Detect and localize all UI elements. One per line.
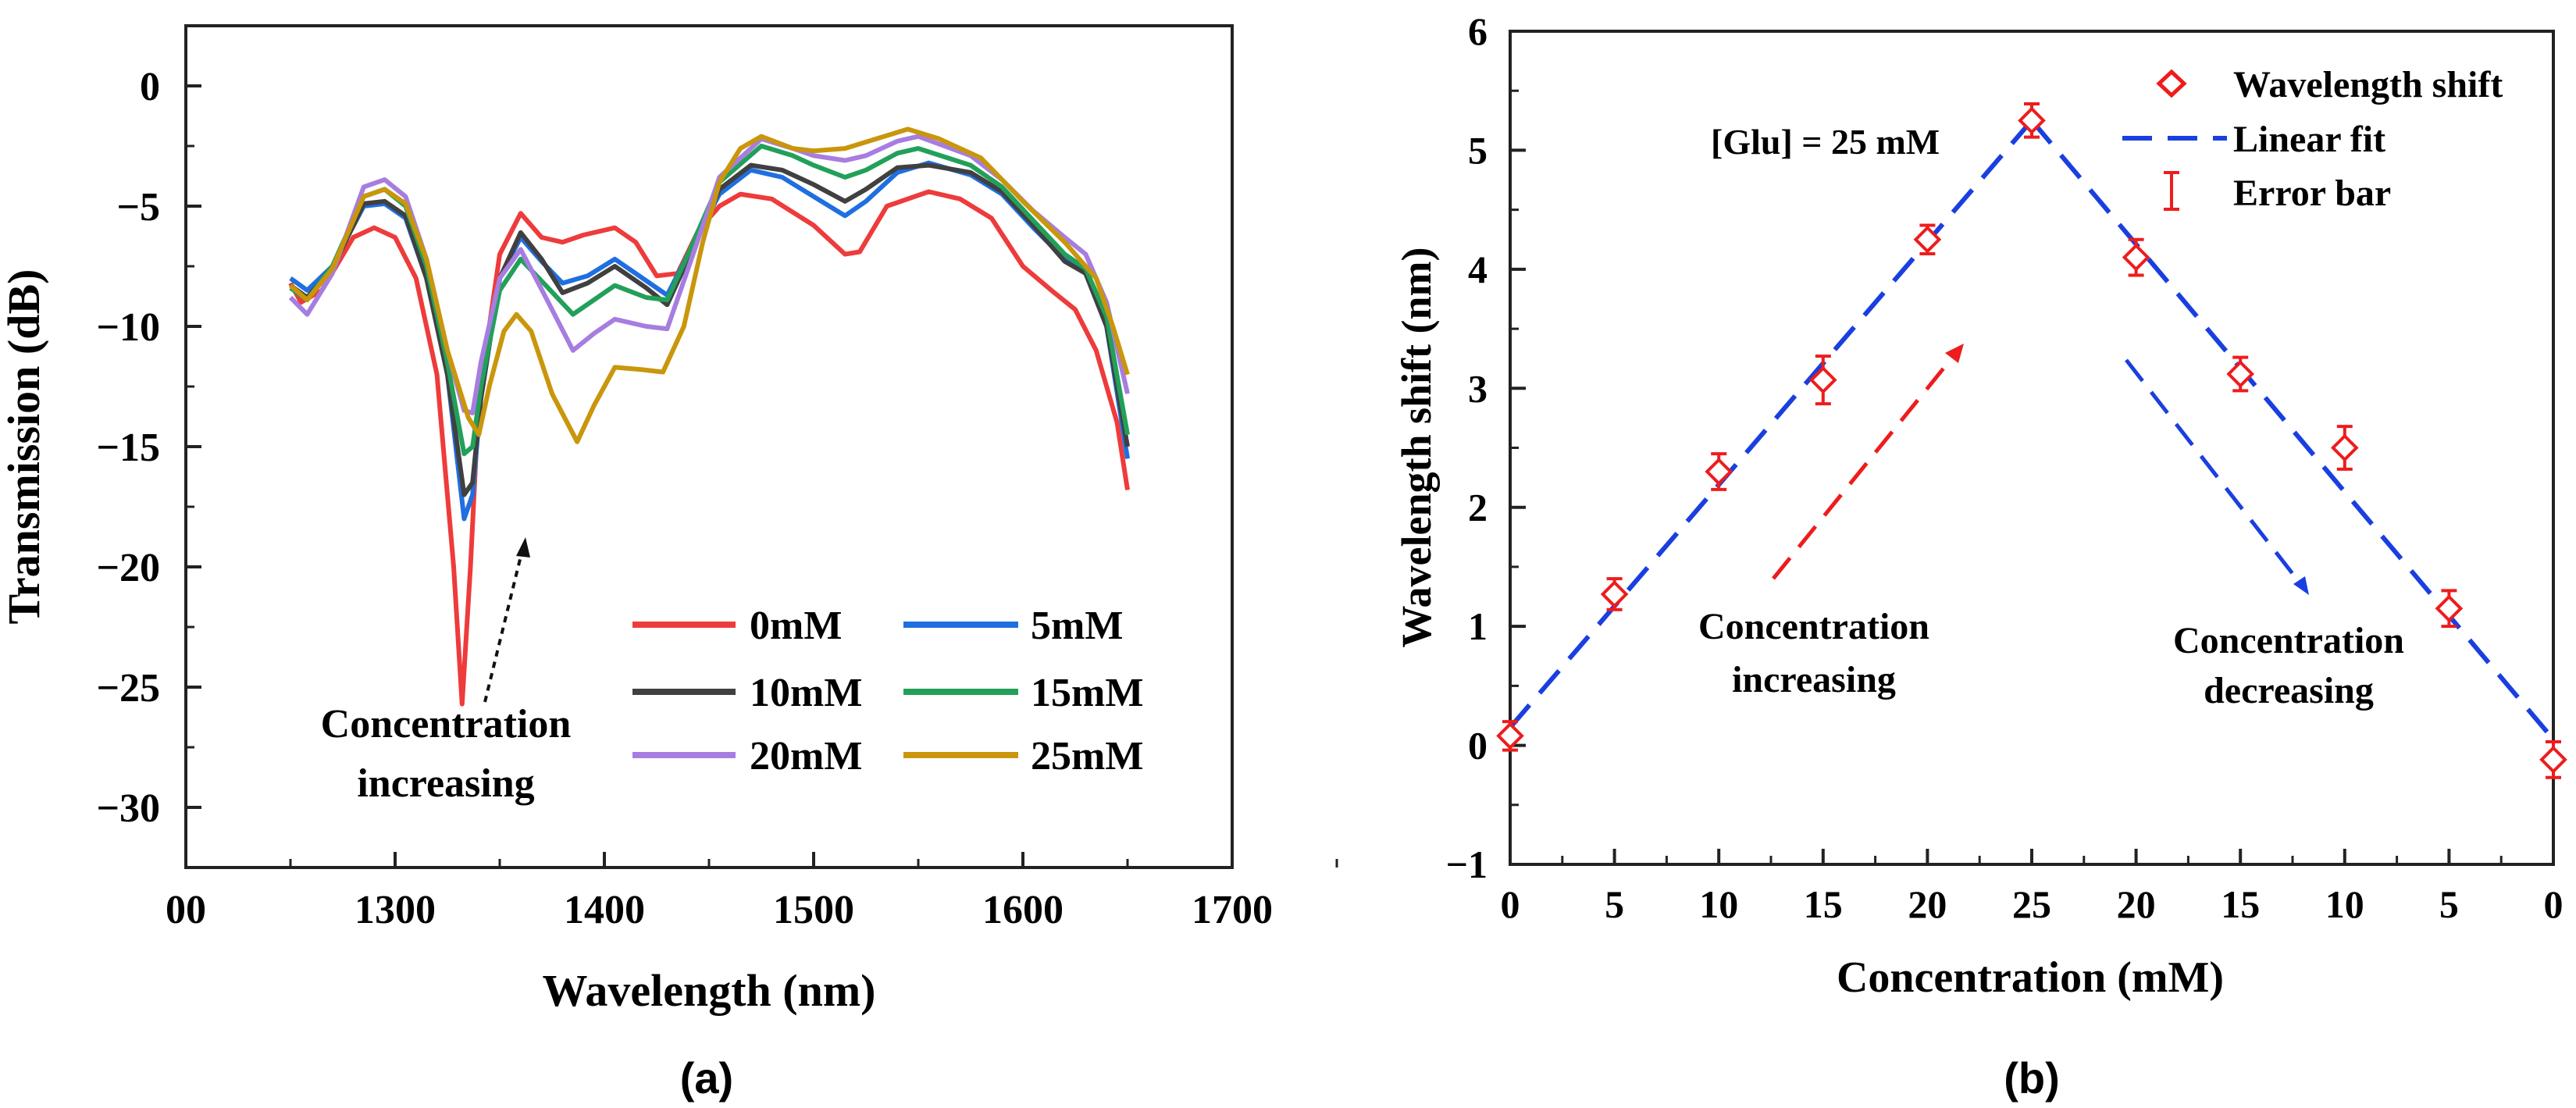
data-point	[2226, 355, 2255, 393]
annotation-arrow-a	[483, 546, 525, 703]
diamond-marker	[1705, 458, 1733, 486]
x-tick-label-b: 0	[2544, 882, 2564, 926]
x-axis-title-b: Concentration (mM)	[1837, 953, 2224, 1002]
diamond-marker	[2226, 360, 2255, 388]
y-tick-label-a: −5	[116, 185, 160, 230]
panel-label-a: (a)	[680, 1053, 733, 1103]
x-tick-label-b: 20	[2117, 882, 2156, 926]
data-point	[2435, 589, 2464, 629]
y-tick-label-b: 3	[1468, 366, 1488, 410]
y-tick-label-b: −1	[1446, 843, 1488, 886]
annotation-peak: [Glu] = 25 mM	[1711, 122, 1940, 162]
y-tick-label-a: −10	[96, 305, 160, 350]
y-tick-label-a: −15	[96, 426, 160, 470]
x-tick-label-a: 1700	[1192, 888, 1273, 932]
x-tick-label-b: 15	[1804, 882, 1843, 926]
diamond-marker	[1913, 225, 1942, 254]
data-point	[1808, 354, 1837, 406]
annotation-increasing-line2: increasing	[1732, 659, 1896, 700]
legend-label-0mM: 0mM	[750, 604, 842, 648]
series-group-a	[288, 126, 1130, 707]
legend-b: Wavelength shift Linear fit Error bar	[2122, 64, 2503, 214]
y-tick-label-a: −30	[96, 786, 160, 831]
legend-label-shift: Wavelength shift	[2233, 64, 2503, 105]
axis-ticks-b: 0 5 10 15 20 25 20 15 10 5 0 −1 0 1 2 3 4 5 6	[1446, 9, 2564, 926]
diamond-marker	[1496, 721, 1524, 750]
x-tick-label-b: 10	[1699, 882, 1738, 926]
data-point	[2018, 102, 2046, 139]
legend-marker-errorbar	[2164, 171, 2179, 211]
legend-label-error: Error bar	[2233, 173, 2391, 214]
panel-a: 00 1300 1400 1500 1600 1700 0 −5 −10 −15 −20 −25 −30…	[0, 24, 1338, 1103]
arrowhead-decreasing	[2293, 576, 2309, 595]
y-tick-label-a: −20	[96, 546, 160, 590]
annotation-decreasing-line1: Concentration	[2173, 620, 2404, 661]
diamond-marker	[1808, 365, 1837, 394]
diamond-marker	[2018, 106, 2046, 135]
x-tick-label-b: 10	[2325, 882, 2364, 926]
legend-label-25mM: 25mM	[1031, 734, 1143, 778]
y-tick-label-a: 0	[140, 65, 160, 109]
y-axis-title-a: Transmission (dB)	[0, 269, 49, 625]
legend-label-fit: Linear fit	[2233, 119, 2385, 160]
y-tick-label-b: 5	[1468, 128, 1488, 172]
data-point	[2539, 739, 2567, 779]
x-tick-label-b: 25	[2012, 882, 2051, 926]
y-tick-label-b: 6	[1468, 9, 1488, 53]
data-points-b	[1496, 102, 2567, 779]
x-tick-label-b: 5	[2439, 882, 2459, 926]
y-tick-label-b: 1	[1468, 604, 1488, 648]
legend-a: 0mM 5mM 10mM 15mM 20mM 25mM	[632, 604, 1143, 778]
series-line-25mM	[289, 126, 1130, 444]
y-tick-label-b: 0	[1468, 724, 1488, 768]
x-tick-label-a: 1600	[982, 888, 1064, 932]
arrowhead-increasing	[1945, 344, 1964, 363]
series-line-10mM	[289, 162, 1130, 497]
diamond-marker	[2435, 594, 2464, 623]
arrow-decreasing	[2125, 358, 2303, 587]
legend-marker-diamond	[2156, 69, 2187, 98]
y-axis-title-b: Wavelength shift (nm)	[1393, 248, 1440, 648]
diamond-marker	[2539, 746, 2567, 774]
x-tick-label-b: 20	[1908, 882, 1947, 926]
x-tick-label-a: 1400	[564, 888, 645, 932]
annotation-a-line1: Concentration	[321, 702, 572, 746]
diamond-marker	[1600, 580, 1629, 608]
legend-label-20mM: 20mM	[750, 734, 862, 778]
annotation-a-line2: increasing	[357, 761, 534, 806]
axis-ticks-a: 00 1300 1400 1500 1600 1700 0 −5 −10 −15 −20 −25 −30	[96, 65, 1338, 932]
diamond-marker	[2330, 433, 2359, 462]
data-point	[2330, 425, 2359, 471]
y-tick-label-b: 2	[1468, 486, 1488, 529]
data-point	[1913, 223, 1942, 256]
legend-label-5mM: 5mM	[1031, 604, 1123, 648]
arrow-increasing	[1772, 351, 1958, 580]
x-tick-label-a: 1500	[773, 888, 854, 932]
panel-b: 0 5 10 15 20 25 20 15 10 5 0 −1 0 1 2 3 4 5 6 Wavelength s…	[1393, 9, 2567, 1103]
y-tick-label-b: 4	[1468, 248, 1488, 291]
series-line-0mM	[288, 189, 1130, 707]
x-tick-label-b: 0	[1501, 882, 1520, 926]
x-tick-label-b: 15	[2221, 882, 2260, 926]
data-point	[2122, 237, 2150, 277]
x-tick-label-a: 1300	[355, 888, 436, 932]
y-tick-label-a: −25	[96, 666, 160, 711]
plot-frame-b	[1509, 30, 2555, 866]
data-point	[1705, 452, 1733, 491]
data-point	[1496, 720, 1524, 752]
legend-label-15mM: 15mM	[1031, 671, 1143, 715]
data-point	[1600, 577, 1629, 611]
legend-label-10mM: 10mM	[750, 671, 862, 715]
annotation-arrowhead-a	[516, 537, 530, 558]
x-tick-label-a: 00	[166, 888, 206, 932]
annotation-decreasing-line2: decreasing	[2204, 670, 2374, 711]
x-axis-title-a: Wavelength (nm)	[543, 965, 876, 1016]
panel-label-b: (b)	[2004, 1053, 2060, 1103]
x-tick-label-b: 5	[1605, 882, 1624, 926]
annotation-increasing-line1: Concentration	[1698, 606, 1929, 647]
diamond-marker	[2122, 243, 2150, 272]
